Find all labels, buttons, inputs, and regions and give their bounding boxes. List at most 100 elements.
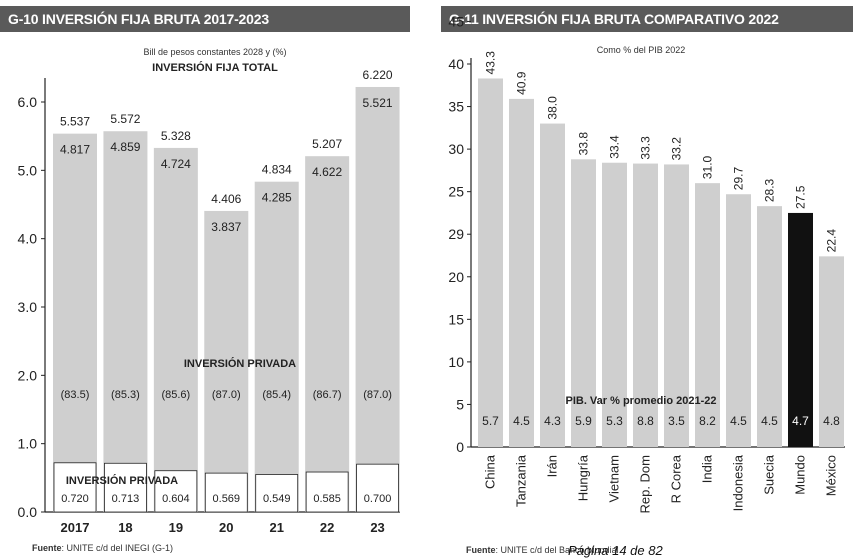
- bar-private-label: 5.521: [363, 96, 393, 110]
- pib-series-label: PIB. Var % promedio 2021-22: [565, 395, 716, 407]
- bar-value-label: 28.3: [763, 178, 777, 202]
- pib-value-label: 8.8: [637, 414, 654, 428]
- source-bold-g11: Fuente: [466, 545, 496, 555]
- pib-value-label: 8.2: [699, 414, 716, 428]
- bar-value-label: 40.9: [515, 71, 529, 95]
- bar-private-label: 3.837: [211, 220, 241, 234]
- y-tick-label: 15: [448, 311, 464, 327]
- y-tick-label: 45: [448, 13, 464, 29]
- bar-private-pct-label: (85.6): [161, 389, 190, 401]
- mid-series-label: INVERSIÓN PRIVADA: [184, 357, 296, 370]
- x-tick-label: India: [700, 454, 715, 483]
- bar-total-label: 5.537: [60, 115, 90, 129]
- bar: [726, 194, 751, 447]
- bar-total-label: 5.572: [110, 112, 140, 126]
- chart-panel-g10: G-10 INVERSIÓN FIJA BRUTA 2017-2023 Bill…: [0, 0, 410, 559]
- bar-total: [103, 131, 148, 512]
- pib-value-label: 4.5: [761, 414, 778, 428]
- bar-private-pct-label: (85.4): [262, 389, 291, 401]
- bar-total: [254, 181, 299, 512]
- bar-value-label: 33.8: [577, 132, 591, 156]
- bar-public-box: [204, 472, 248, 513]
- x-tick-label: 18: [118, 520, 132, 535]
- y-tick-label: 2.0: [18, 367, 38, 383]
- x-tick-label: 2017: [61, 520, 90, 535]
- bar: [571, 159, 596, 447]
- bar-private-label: 4.622: [312, 165, 342, 179]
- y-tick-label: 35: [448, 99, 464, 115]
- pib-value-label: 5.9: [575, 414, 592, 428]
- bar-public-box: [53, 462, 97, 513]
- x-tick-label: Vietnam: [607, 455, 622, 502]
- x-tick-label: Hungría: [576, 454, 591, 501]
- pib-value-label: 5.3: [606, 414, 623, 428]
- pib-value-label: 5.7: [482, 414, 499, 428]
- chart-title-g11: G-11 INVERSIÓN FIJA BRUTA COMPARATIVO 20…: [441, 6, 853, 32]
- bar-public-label: 0.713: [112, 493, 140, 505]
- bar-public-box: [154, 470, 198, 513]
- bar-value-label: 43.3: [484, 51, 498, 75]
- source-note-g10: Fuente: UNITE c/d del INEGI (G-1): [32, 543, 173, 553]
- bar-value-label: 33.3: [639, 136, 653, 160]
- page-footer: Página 14 de 82: [568, 543, 663, 558]
- chart-title-g10: G-10 INVERSIÓN FIJA BRUTA 2017-2023: [0, 6, 410, 32]
- pib-value-label: 4.5: [730, 414, 747, 428]
- bar-public-label: 0.549: [263, 493, 291, 505]
- chart-g10-svg: Bill de pesos constantes 2028 y (%) INVER…: [18, 47, 400, 535]
- bar: [540, 123, 565, 448]
- source-text-g10: : UNITE c/d del INEGI (G-1): [61, 543, 174, 553]
- x-tick-label: Rep. Dom: [638, 455, 653, 514]
- x-tick-label: Tanzania: [514, 454, 529, 507]
- y-tick-label: 10: [448, 354, 464, 370]
- pib-value-label: 4.3: [544, 414, 561, 428]
- y-tick-label: 25: [448, 184, 464, 200]
- bar-total-label: 5.207: [312, 137, 342, 151]
- x-tick-label: Irán: [545, 455, 560, 477]
- bar-total: [204, 210, 249, 512]
- y-tick-label: 5: [456, 396, 464, 412]
- x-tick-label: Indonesia: [731, 454, 746, 511]
- x-tick-label: China: [483, 454, 498, 489]
- bar-private-label: 4.724: [161, 157, 191, 171]
- bar-private-pct-label: (87.0): [212, 389, 241, 401]
- x-tick-label: 22: [320, 520, 334, 535]
- bar-public-box: [104, 462, 147, 513]
- y-tick-label: 1.0: [18, 436, 38, 452]
- y-tick-label: 0: [456, 439, 464, 455]
- bar-total: [355, 86, 400, 512]
- bar: [664, 164, 689, 448]
- pib-value-label: 4.5: [513, 414, 530, 428]
- bar-public-box: [255, 474, 299, 513]
- bar: [695, 183, 720, 447]
- bar-value-label: 22.4: [825, 229, 839, 253]
- bar-total-label: 5.328: [161, 129, 191, 143]
- bar-value-label: 33.4: [608, 135, 622, 159]
- bar: [602, 162, 627, 447]
- chart-subtitle: Bill de pesos constantes 2028 y (%): [143, 47, 286, 57]
- bar: [819, 256, 844, 447]
- x-tick-label: R Corea: [669, 454, 684, 503]
- bar-total-label: 4.406: [211, 192, 241, 206]
- chart-subtitle: Como % del PIB 2022: [597, 45, 686, 55]
- pib-value-label: 3.5: [668, 414, 685, 428]
- bar-private-label: 4.817: [60, 143, 90, 157]
- bar-public-box: [356, 463, 399, 513]
- bar: [757, 206, 782, 447]
- y-tick-label: 0.0: [18, 504, 38, 520]
- y-tick-label: 4.0: [18, 231, 38, 247]
- bar-value-label: 27.5: [794, 185, 808, 209]
- bottom-series-label: INVERSIÓN PRIVADA: [66, 474, 178, 487]
- x-tick-label: México: [824, 455, 839, 496]
- pib-value-label: 4.8: [823, 414, 840, 428]
- pib-value-label: 4.7: [792, 414, 809, 428]
- bar-private-pct-label: (86.7): [313, 389, 342, 401]
- bar-public-label: 0.700: [364, 493, 392, 505]
- y-tick-label: 6.0: [18, 94, 38, 110]
- x-tick-label: 20: [219, 520, 233, 535]
- bar-private-pct-label: (87.0): [363, 389, 392, 401]
- chart-panel-g11: G-11 INVERSIÓN FIJA BRUTA COMPARATIVO 20…: [441, 0, 853, 559]
- x-tick-label: Suecia: [762, 454, 777, 495]
- bar-public-label: 0.604: [162, 493, 190, 505]
- bar: [509, 98, 534, 447]
- bar-value-label: 31.0: [701, 155, 715, 179]
